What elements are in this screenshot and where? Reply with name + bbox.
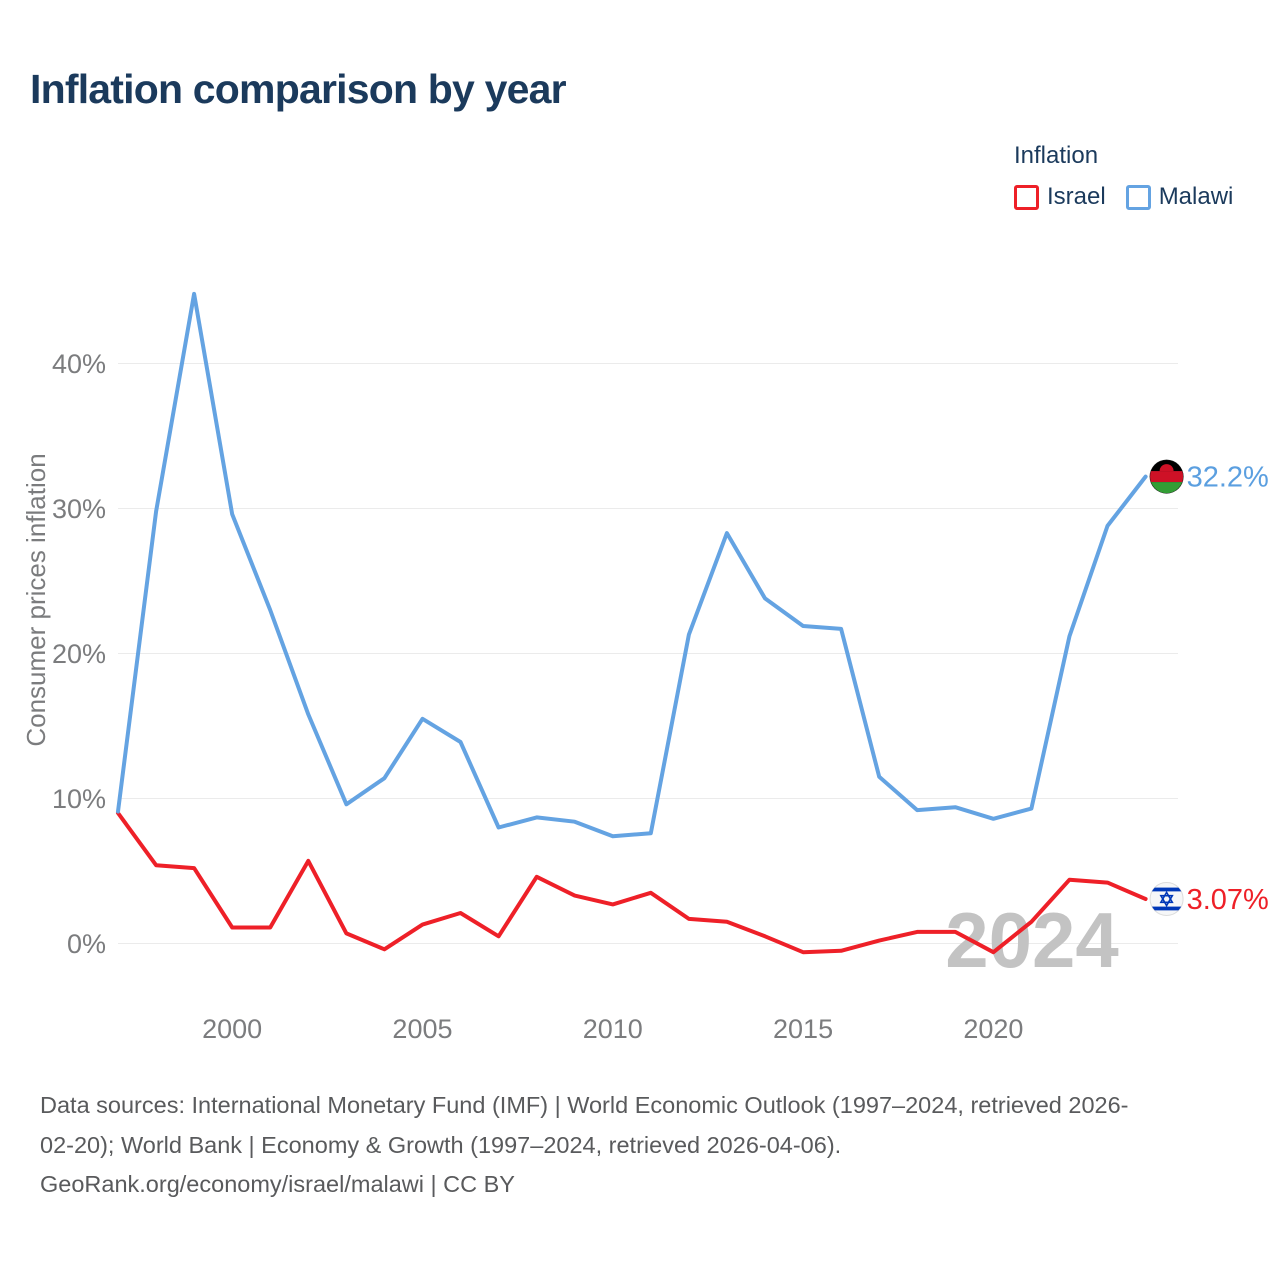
x-tick-label: 2020 bbox=[963, 1014, 1023, 1044]
legend-item-label: Malawi bbox=[1158, 183, 1234, 210]
legend-item-malawi[interactable]: Malawi bbox=[1125, 183, 1234, 211]
footer: Data sources: International Monetary Fun… bbox=[40, 1086, 1250, 1205]
malawi-line bbox=[116, 291, 1148, 839]
x-tick-label: 2005 bbox=[392, 1014, 452, 1044]
x-tick-label: 2010 bbox=[583, 1014, 643, 1044]
data-sources-line-2: 02-20); World Bank | Economy & Growth (1… bbox=[40, 1131, 842, 1158]
legend-item-label: Israel bbox=[1047, 183, 1106, 210]
legend: Inflation Israel Malawi bbox=[1014, 142, 1254, 211]
y-axis-title: Consumer prices inflation bbox=[21, 453, 51, 746]
page-title: Inflation comparison by year bbox=[30, 66, 567, 112]
x-tick-label: 2000 bbox=[202, 1014, 262, 1044]
legend-items: Israel Malawi bbox=[1014, 183, 1254, 211]
attribution-line: GeoRank.org/economy/israel/malawi | CC B… bbox=[40, 1171, 515, 1197]
x-tick-label: 2015 bbox=[773, 1014, 833, 1044]
legend-title: Inflation bbox=[1014, 142, 1099, 169]
malawi-series-swatch bbox=[1125, 184, 1151, 210]
y-tick-label: 0% bbox=[67, 929, 106, 959]
malawi-flag-icon bbox=[1149, 459, 1184, 494]
y-tick-label: 20% bbox=[52, 639, 106, 669]
israel-end-value-label: 3.07% bbox=[1187, 884, 1269, 916]
israel-series-swatch bbox=[1014, 184, 1039, 210]
legend-item-israel[interactable]: Israel bbox=[1014, 183, 1106, 211]
israel-line bbox=[116, 811, 1148, 955]
gridlines bbox=[118, 363, 1178, 944]
malawi-end-value-label: 32.2% bbox=[1187, 462, 1269, 494]
y-tick-label: 40% bbox=[52, 349, 106, 379]
series-lines bbox=[116, 291, 1148, 955]
y-tick-label: 30% bbox=[52, 494, 106, 524]
israel-flag-icon bbox=[1149, 881, 1184, 916]
data-sources-line-1: Data sources: International Monetary Fun… bbox=[40, 1092, 1129, 1118]
y-tick-label: 10% bbox=[52, 784, 106, 814]
